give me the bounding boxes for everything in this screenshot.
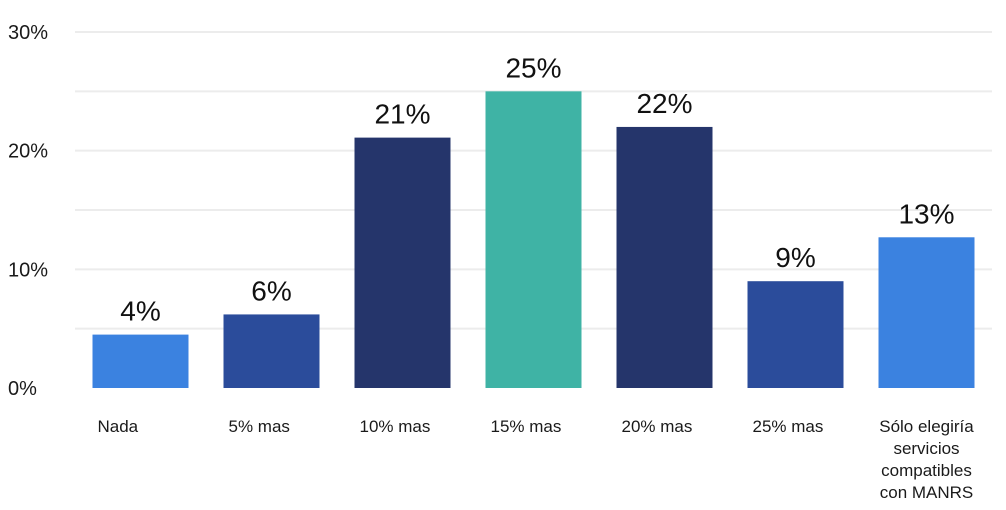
data-label: 25%	[505, 52, 561, 83]
y-tick-label: 10%	[8, 259, 48, 281]
bars	[92, 91, 975, 388]
y-tick-label: 0%	[8, 378, 37, 400]
category-label: 20% mas	[622, 417, 693, 436]
bar	[223, 314, 320, 388]
category-label: 15% mas	[491, 417, 562, 436]
data-label: 13%	[898, 198, 954, 229]
category-label: 25% mas	[753, 417, 824, 436]
data-label: 4%	[120, 296, 160, 327]
category-label: Sólo elegiría	[879, 417, 974, 436]
bar	[354, 137, 451, 388]
y-tick-label: 30%	[8, 22, 48, 44]
category-label: Nada	[98, 417, 139, 436]
category-label: 10% mas	[360, 417, 431, 436]
data-labels: 4% 6% 21% 25% 22% 9% 13%	[120, 52, 954, 326]
bar	[485, 91, 582, 388]
y-axis: 0% 10% 20% 30%	[8, 22, 48, 400]
category-label: servicios	[893, 439, 959, 458]
category-label: 5% mas	[229, 417, 290, 436]
x-axis: Nada 5% mas 10% mas 15% mas 20% mas 25% mas Só…	[98, 417, 975, 502]
category-label: compatibles	[881, 461, 972, 480]
bar	[92, 334, 189, 388]
y-tick-label: 20%	[8, 141, 48, 163]
bar	[616, 126, 713, 388]
data-label: 22%	[636, 88, 692, 119]
data-label: 21%	[374, 99, 430, 130]
data-label: 6%	[251, 275, 291, 306]
category-label: con MANRS	[880, 483, 974, 502]
bar	[747, 281, 844, 388]
bar	[878, 237, 975, 388]
data-label: 9%	[775, 242, 815, 273]
